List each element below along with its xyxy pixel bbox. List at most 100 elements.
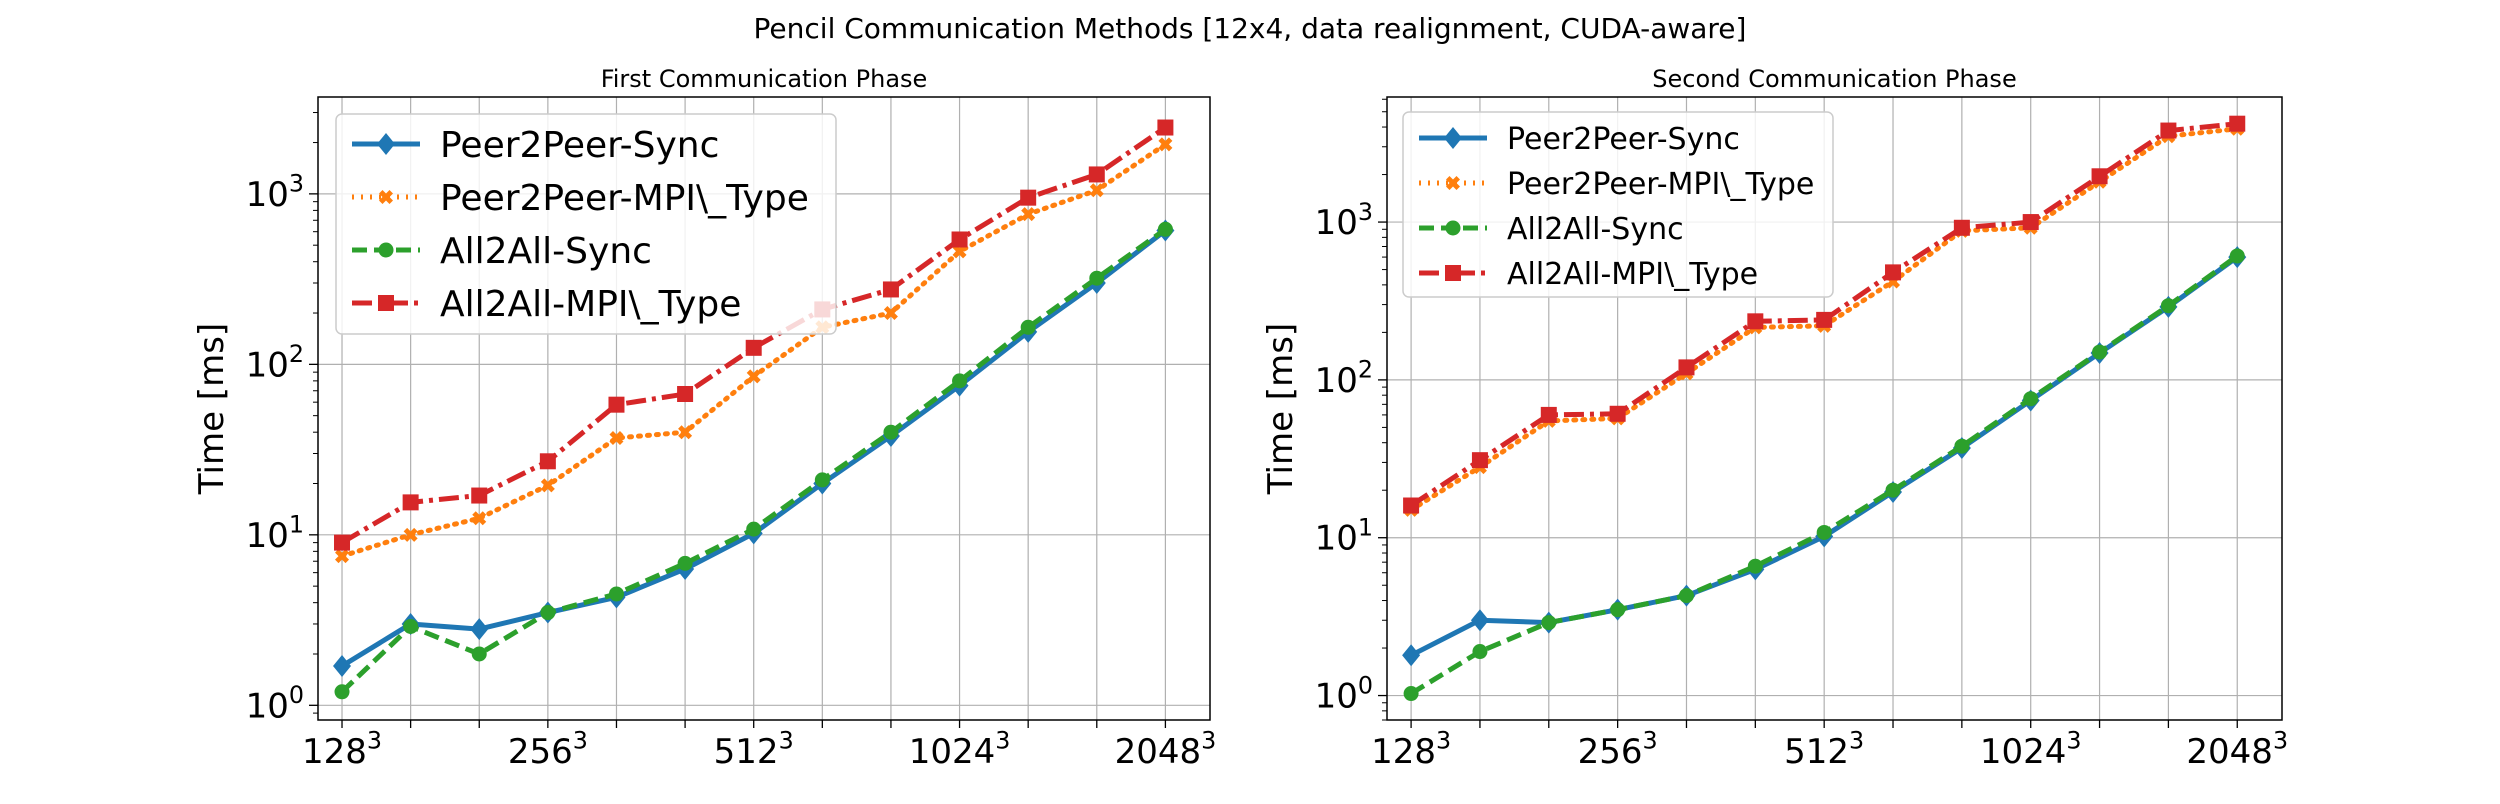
y-tick-label-base: 10 (246, 516, 289, 556)
data-point (952, 244, 967, 259)
legend-marker (1445, 265, 1461, 281)
chart-title: First Communication Phase (601, 65, 928, 93)
y-tick-label: 102 (1315, 356, 1373, 401)
x-tick-label-exp: 3 (367, 727, 382, 755)
x-tick-label-exp: 3 (1201, 727, 1216, 755)
data-point (1157, 119, 1174, 136)
series-3 (334, 221, 1173, 700)
data-point (677, 385, 694, 402)
data-point (746, 521, 762, 537)
data-point (2023, 391, 2039, 407)
x-tick-label-exp: 3 (1643, 727, 1658, 755)
x-tick-label: 2563 (508, 727, 588, 772)
data-point (952, 373, 968, 389)
x-tick-label-base: 2048 (1115, 732, 1202, 772)
data-point (1816, 311, 1833, 328)
x-tick-label-exp: 3 (2273, 727, 2288, 755)
y-tick-label-exp: 1 (289, 511, 304, 539)
data-point (1816, 524, 1832, 540)
data-point (1953, 219, 1970, 236)
series-3 (1403, 248, 2245, 702)
data-point (1403, 497, 1420, 514)
legend: Peer2Peer-Sync Peer2Peer-MPI\_Type All2All… (1402, 111, 1834, 298)
legend-label: Peer2Peer-Sync (440, 125, 719, 166)
y-tick-label-base: 10 (246, 345, 289, 385)
data-point (1158, 137, 1173, 152)
x-tick-label: 20483 (2186, 727, 2288, 772)
data-point (746, 369, 761, 384)
y-tick-label-exp: 3 (1358, 198, 1373, 226)
x-tick-label-base: 512 (1784, 732, 1849, 772)
data-point (608, 396, 625, 413)
data-point (1089, 270, 1105, 286)
y-tick-label-base: 10 (1315, 361, 1358, 401)
y-tick-label: 103 (246, 170, 304, 215)
y-tick-label-exp: 3 (289, 170, 304, 198)
data-point (2229, 248, 2245, 264)
axes-frame (1386, 96, 2283, 721)
data-point (1678, 588, 1694, 604)
legend-label: Peer2Peer-MPI\_Type (440, 178, 809, 219)
legend-marker (377, 133, 395, 155)
data-point (471, 487, 488, 504)
data-point (335, 549, 350, 564)
x-tick-label-base: 1024 (909, 732, 996, 772)
y-tick-label-exp: 2 (289, 340, 304, 368)
y-tick-label: 101 (246, 511, 304, 556)
x-tick-label-exp: 3 (2066, 727, 2081, 755)
data-point (608, 586, 624, 602)
data-point (1402, 644, 1421, 667)
y-tick-label-exp: 0 (289, 681, 304, 709)
x-tick-label-exp: 3 (995, 727, 1010, 755)
data-point (540, 478, 555, 493)
data-point (2091, 168, 2108, 185)
data-point (1088, 166, 1105, 183)
data-point (2160, 298, 2176, 314)
x-tick-label: 2563 (1578, 727, 1658, 772)
data-point (1021, 207, 1036, 222)
y-tick-label-exp: 0 (1358, 671, 1373, 699)
data-point (883, 424, 899, 440)
legend-marker (1444, 127, 1462, 149)
x-tick-label: 10243 (1980, 727, 2082, 772)
y-tick-label: 100 (1315, 671, 1373, 716)
x-tick-label-base: 1024 (1980, 732, 2067, 772)
data-point (1678, 359, 1695, 376)
x-tick-label-base: 512 (714, 732, 779, 772)
x-tick-label: 20483 (1115, 727, 1217, 772)
legend-marker (1446, 176, 1460, 190)
data-point (1610, 602, 1626, 618)
chart-2: 1283 2563 5123 10243 20483100101102103Second… (1261, 65, 2288, 772)
data-point (883, 306, 898, 321)
data-point (334, 534, 351, 551)
data-point (951, 231, 968, 248)
data-point (1885, 482, 1901, 498)
y-tick-label: 100 (246, 681, 304, 726)
data-point (1470, 609, 1489, 632)
x-tick-label: 10243 (909, 727, 1011, 772)
data-point (403, 527, 418, 542)
x-tick-label: 1283 (1371, 727, 1451, 772)
x-tick-label: 1283 (302, 727, 382, 772)
legend-label: All2All-MPI\_Type (440, 284, 741, 325)
y-tick-label: 102 (246, 340, 304, 385)
y-tick-label-base: 10 (1315, 677, 1358, 717)
x-tick-label-exp: 3 (573, 727, 588, 755)
chart-1: 1283 2563 5123 10243 20483100101102103First … (192, 65, 1216, 772)
x-tick-label-base: 128 (302, 732, 367, 772)
data-point (1747, 313, 1764, 330)
axes-frame (317, 96, 1211, 721)
legend-label: Peer2Peer-MPI\_Type (1507, 167, 1814, 202)
x-tick-label-exp: 3 (1436, 727, 1451, 755)
data-point (2229, 115, 2246, 132)
data-point (677, 555, 693, 571)
data-point (814, 472, 830, 488)
data-point (1540, 406, 1557, 423)
series-4 (1403, 115, 2246, 514)
legend: Peer2Peer-Sync Peer2Peer-MPI\_Type All2All… (335, 113, 837, 335)
data-point (1157, 221, 1173, 237)
legend-label: All2All-MPI\_Type (1507, 257, 1758, 292)
x-tick-label-base: 256 (508, 732, 573, 772)
